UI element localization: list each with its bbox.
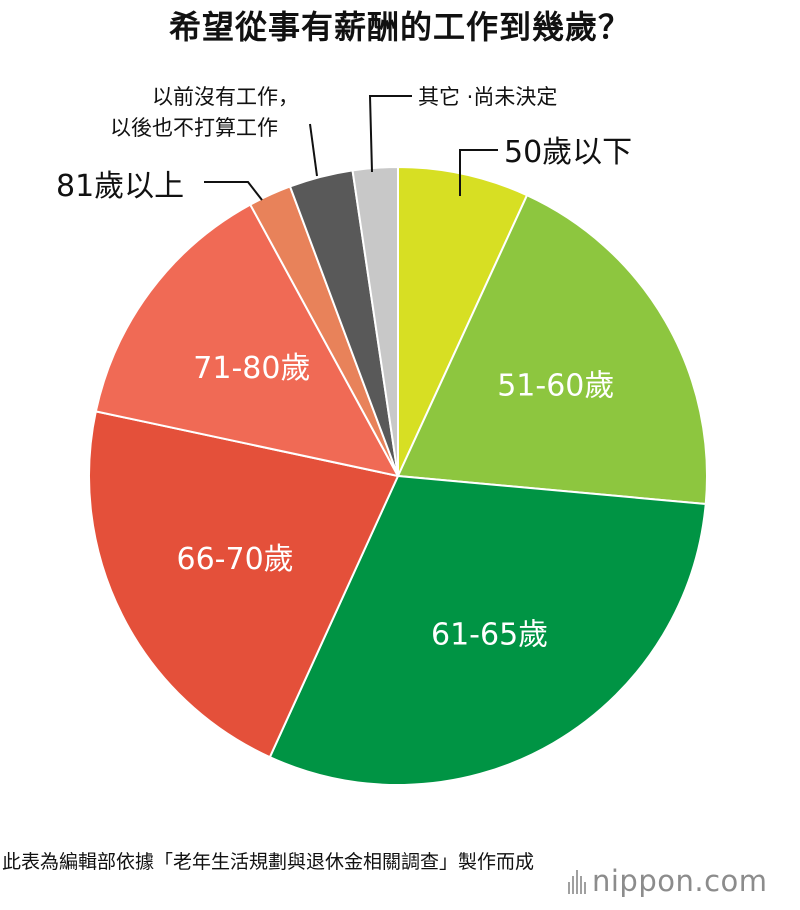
leader-line-no-work	[309, 123, 318, 177]
leader-line-under50	[459, 149, 498, 196]
nippon-logo: nippon.com	[568, 864, 768, 898]
pie-slice-4	[88, 410, 399, 759]
label-other: 其它 ·尚未決定	[418, 85, 557, 109]
pie-label-5: 71-80歲	[193, 351, 310, 386]
nippon-wordmark: nippon.com	[592, 864, 768, 898]
leader-line-other	[368, 95, 412, 173]
label-under50: 50歲以下	[504, 135, 632, 170]
leader-line-over81	[204, 181, 263, 201]
label-no-work-line2: 以後也不打算工作	[110, 116, 278, 140]
label-no-work-line1: 以前沒有工作，	[152, 85, 299, 109]
pie-label-4: 66-70歲	[177, 542, 294, 577]
pie-chart: 51-60歲 61-65歲 66-70歲 71-80歲 50歲以下 81歲以上 以前沒…	[56, 85, 708, 786]
nippon-bars-icon	[568, 868, 586, 894]
pie-slice-1	[397, 166, 529, 477]
pie-label-2: 51-60歲	[497, 369, 614, 404]
label-over81: 81歲以上	[56, 169, 184, 204]
pie-slice-8	[351, 165, 399, 477]
chart-title: 希望從事有薪酬的工作到幾歲？	[168, 8, 631, 46]
pie-label-3: 61-65歲	[431, 618, 548, 653]
source-note: 此表為編輯部依據「老年生活規劃與退休金相關調查」製作而成	[2, 851, 535, 873]
pie-slice-2	[397, 194, 708, 506]
pie-slice-3	[268, 475, 707, 786]
pie-slice-5	[94, 203, 399, 477]
